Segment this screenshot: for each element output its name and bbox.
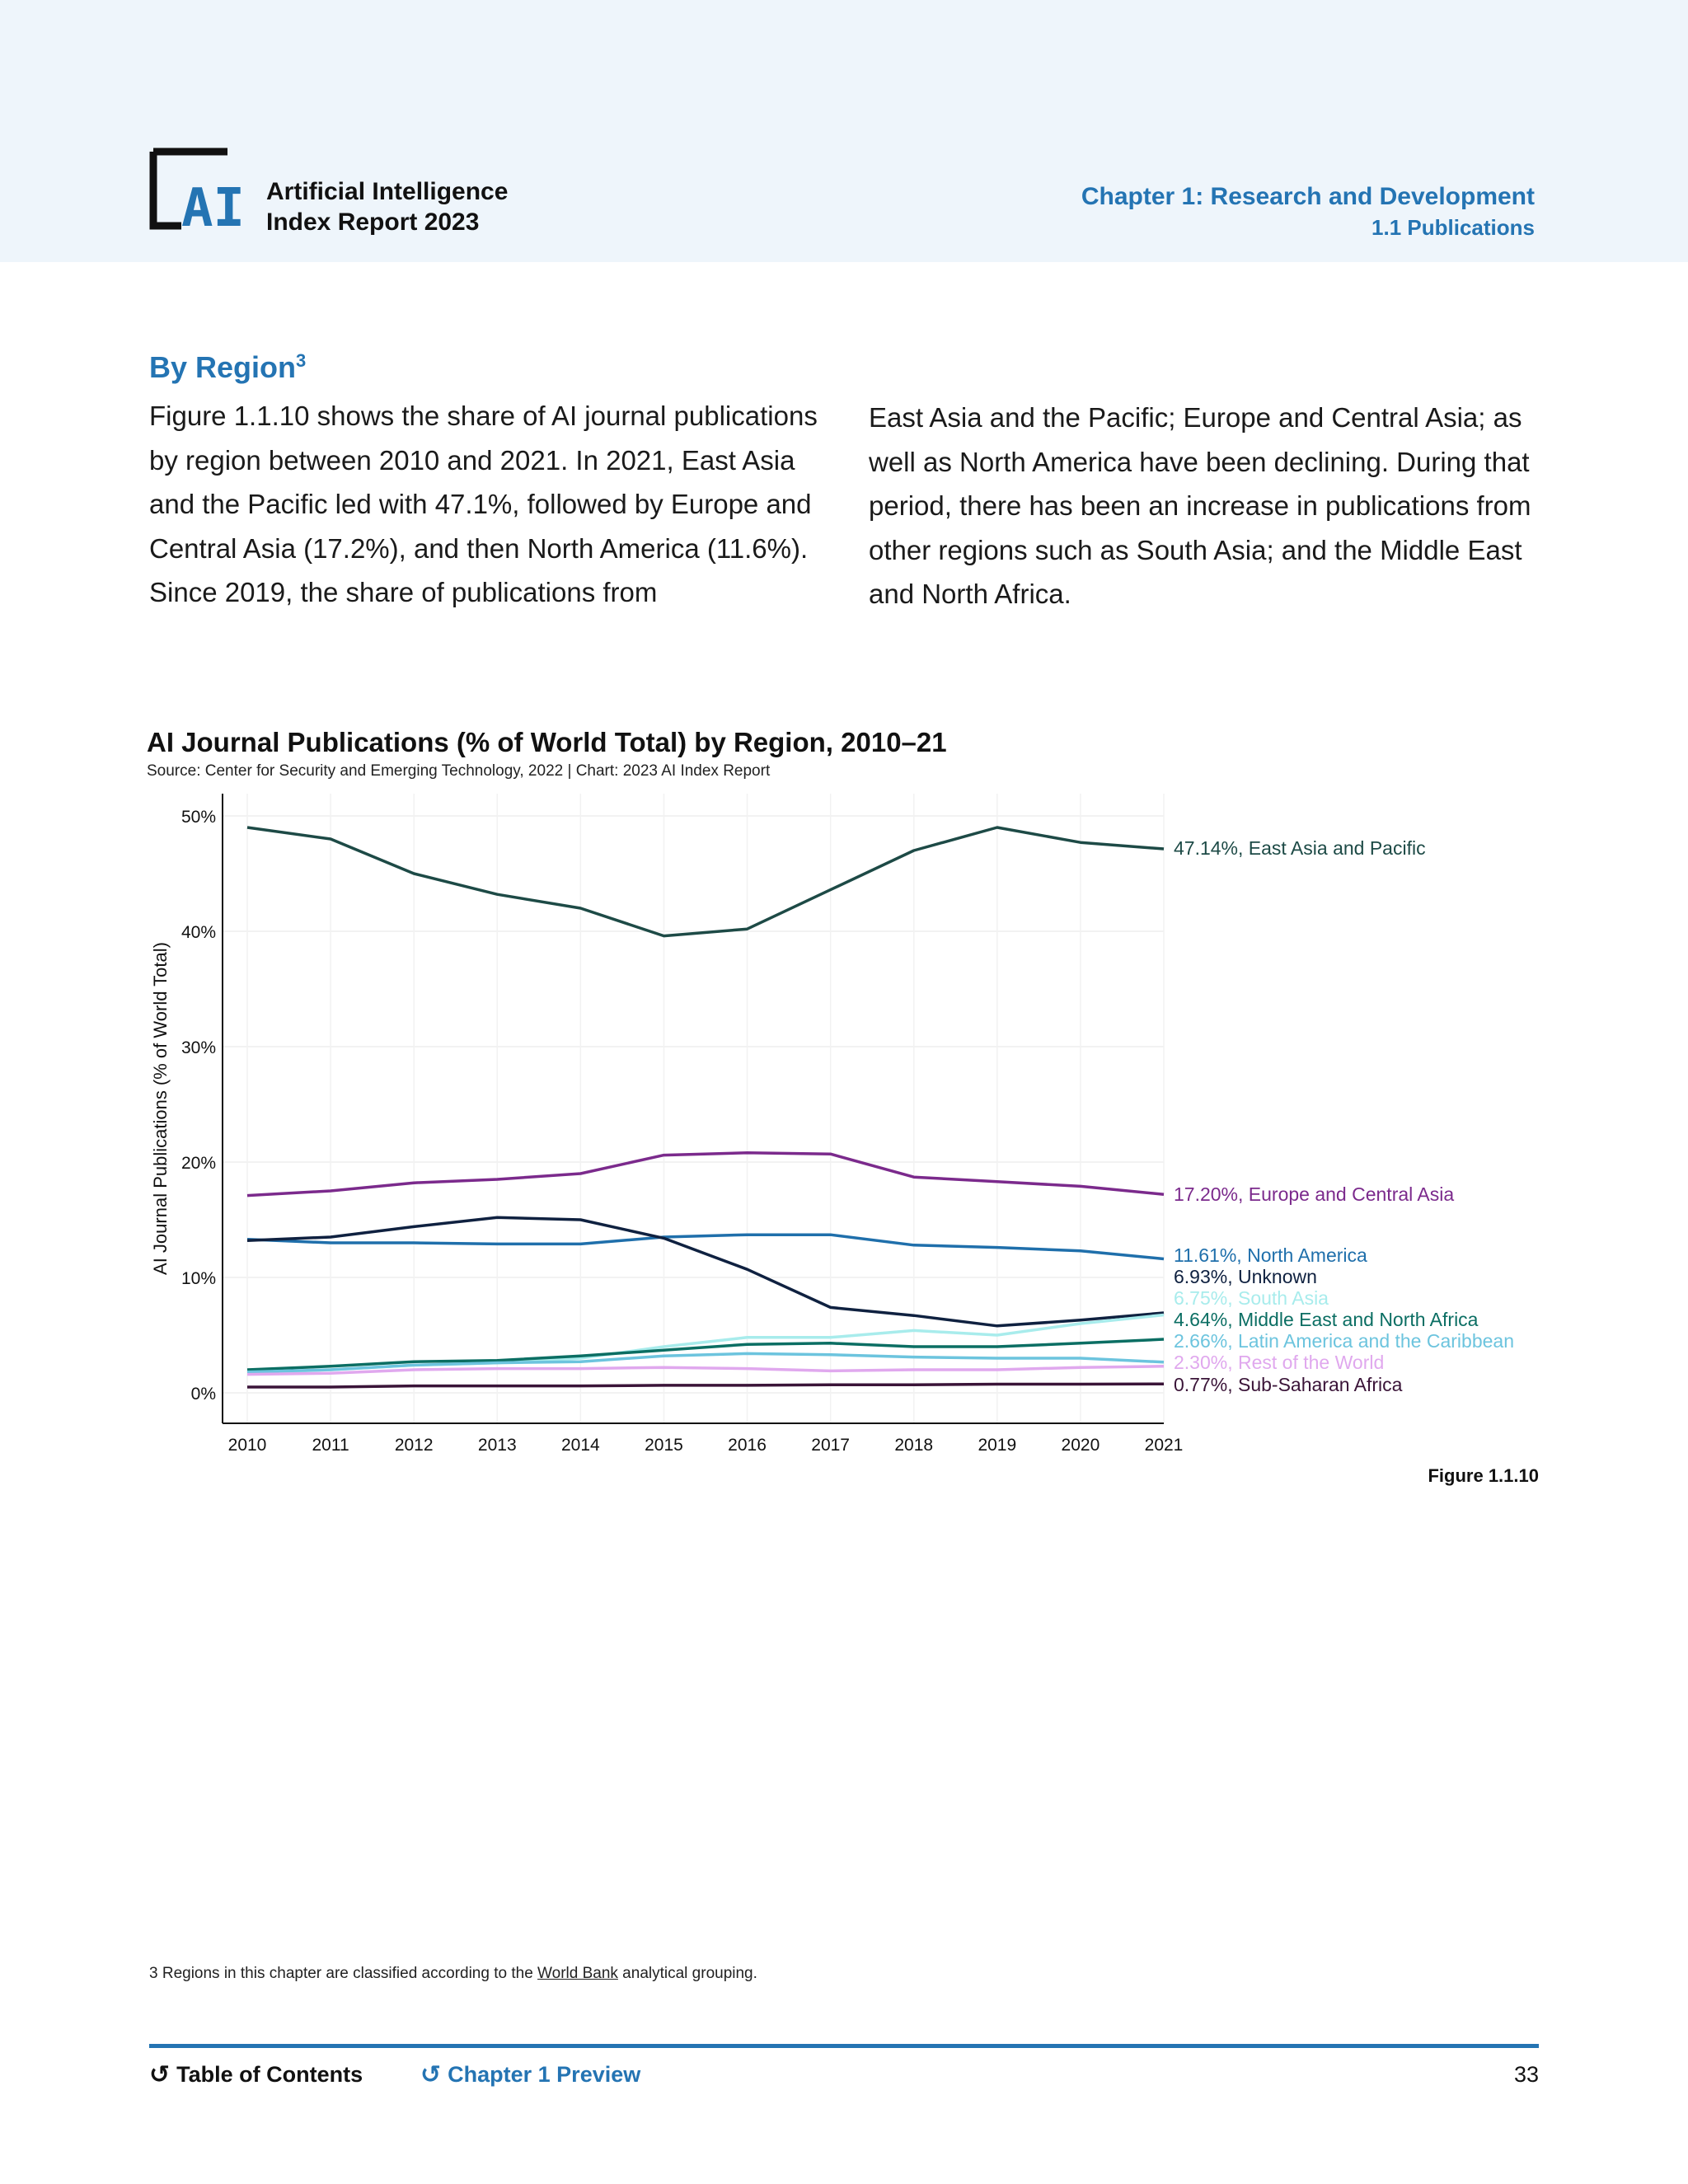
series-label: 4.64%, Middle East and North Africa xyxy=(1174,1309,1479,1330)
y-tick-label: 50% xyxy=(181,808,216,827)
y-axis-title: AI Journal Publications (% of World Tota… xyxy=(150,942,171,1275)
series-line-east-asia-and-pacific xyxy=(246,826,1165,938)
section-subtitle: 1.1 Publications xyxy=(1372,215,1535,240)
y-tick-label: 40% xyxy=(181,923,216,942)
body-paragraph-left: Figure 1.1.10 shows the share of AI jour… xyxy=(149,401,818,607)
section-heading: By Region3 xyxy=(149,350,306,385)
x-tick-label: 2014 xyxy=(561,1436,600,1455)
x-tick-label: 2019 xyxy=(978,1436,1016,1455)
x-tick-label: 2011 xyxy=(312,1436,349,1455)
x-tick-label: 2015 xyxy=(645,1436,683,1455)
footnote-prefix: 3 Regions in this chapter are classified… xyxy=(149,1965,538,1982)
x-tick-label: 2021 xyxy=(1145,1436,1184,1455)
toc-label: Table of Contents xyxy=(176,2062,363,2087)
series-label: 0.77%, Sub-Saharan Africa xyxy=(1174,1374,1403,1395)
series-line-rest-of-the-world xyxy=(246,1365,1165,1376)
footnote: 3 Regions in this chapter are classified… xyxy=(149,1965,757,1983)
page-header: AI Artificial Intelligence Index Report … xyxy=(0,0,1688,262)
chapter-title: Chapter 1: Research and Development xyxy=(1081,183,1535,210)
series-label: 11.61%, North America xyxy=(1174,1244,1367,1266)
footnote-suffix: analytical grouping. xyxy=(617,1965,757,1982)
y-tick-label: 30% xyxy=(181,1038,216,1057)
x-tick-label: 2013 xyxy=(478,1436,517,1455)
y-tick-label: 0% xyxy=(191,1385,216,1404)
footnote-marker: 3 xyxy=(296,350,307,371)
x-tick-labels: 2010 2011 2012 2013 2014 2015 2016 2017 2018 2019… xyxy=(228,1436,1184,1455)
page-number: 33 xyxy=(1513,2062,1539,2087)
series-label: 2.66%, Latin America and the Caribbean xyxy=(1174,1330,1514,1352)
body-paragraph-right: East Asia and the Pacific; Europe and Ce… xyxy=(869,402,1531,609)
series-end-labels: 47.14%, East Asia and Pacific 17.20%, Eur… xyxy=(1174,837,1514,1395)
table-of-contents-link[interactable]: ↺ Table of Contents xyxy=(149,2060,363,2089)
series-line-middle-east-and-north-africa xyxy=(246,1338,1165,1371)
x-tick-label: 2018 xyxy=(894,1436,933,1455)
x-tick-label: 2012 xyxy=(395,1436,434,1455)
y-tick-labels: 0% 10% 20% 30% 40% 50% xyxy=(181,808,216,1404)
section-heading-text: By Region xyxy=(149,350,297,384)
return-arrow-icon: ↺ xyxy=(149,2061,171,2088)
series-label: 6.75%, South Asia xyxy=(1174,1287,1329,1309)
series-label: 6.93%, Unknown xyxy=(1174,1266,1317,1287)
y-tick-label: 10% xyxy=(181,1269,216,1288)
series-label: 17.20%, Europe and Central Asia xyxy=(1174,1183,1454,1205)
chart-title: AI Journal Publications (% of World Tota… xyxy=(147,727,947,757)
world-bank-link[interactable]: World Bank xyxy=(537,1965,618,1982)
x-tick-label: 2017 xyxy=(811,1436,850,1455)
series-line-unknown xyxy=(246,1216,1165,1328)
preview-label: Chapter 1 Preview xyxy=(448,2062,641,2087)
x-tick-label: 2016 xyxy=(728,1436,767,1455)
chapter-preview-link[interactable]: ↺ Chapter 1 Preview xyxy=(420,2060,640,2089)
y-tick-label: 20% xyxy=(181,1154,216,1173)
report-title-line2: Index Report 2023 xyxy=(266,209,480,236)
series-line-latin-america-and-the-caribbean xyxy=(246,1352,1165,1374)
chart-source: Source: Center for Security and Emerging… xyxy=(147,762,771,780)
figure-label: Figure 1.1.10 xyxy=(1428,1465,1539,1486)
x-tick-label: 2010 xyxy=(228,1436,267,1455)
ai-index-logo: AI xyxy=(149,148,241,231)
series-label: 2.30%, Rest of the World xyxy=(1174,1352,1384,1373)
series-lines xyxy=(246,826,1165,1389)
report-title-line1: Artificial Intelligence xyxy=(266,178,509,205)
report-title: Artificial Intelligence Index Report 202… xyxy=(266,176,508,237)
footer-divider xyxy=(149,2044,1539,2048)
x-tick-label: 2020 xyxy=(1062,1436,1100,1455)
logo-text: AI xyxy=(181,178,241,231)
return-arrow-icon: ↺ xyxy=(420,2061,442,2088)
chart-grid xyxy=(223,794,1165,1423)
series-line-sub-saharan-africa xyxy=(247,1382,1165,1389)
series-line-north-america xyxy=(246,1233,1165,1261)
chapter-heading: Chapter 1: Research and Development 1.1 … xyxy=(1081,181,1535,242)
series-label: 47.14%, East Asia and Pacific xyxy=(1174,837,1426,859)
series-line-europe-and-central-asia xyxy=(246,1151,1165,1197)
